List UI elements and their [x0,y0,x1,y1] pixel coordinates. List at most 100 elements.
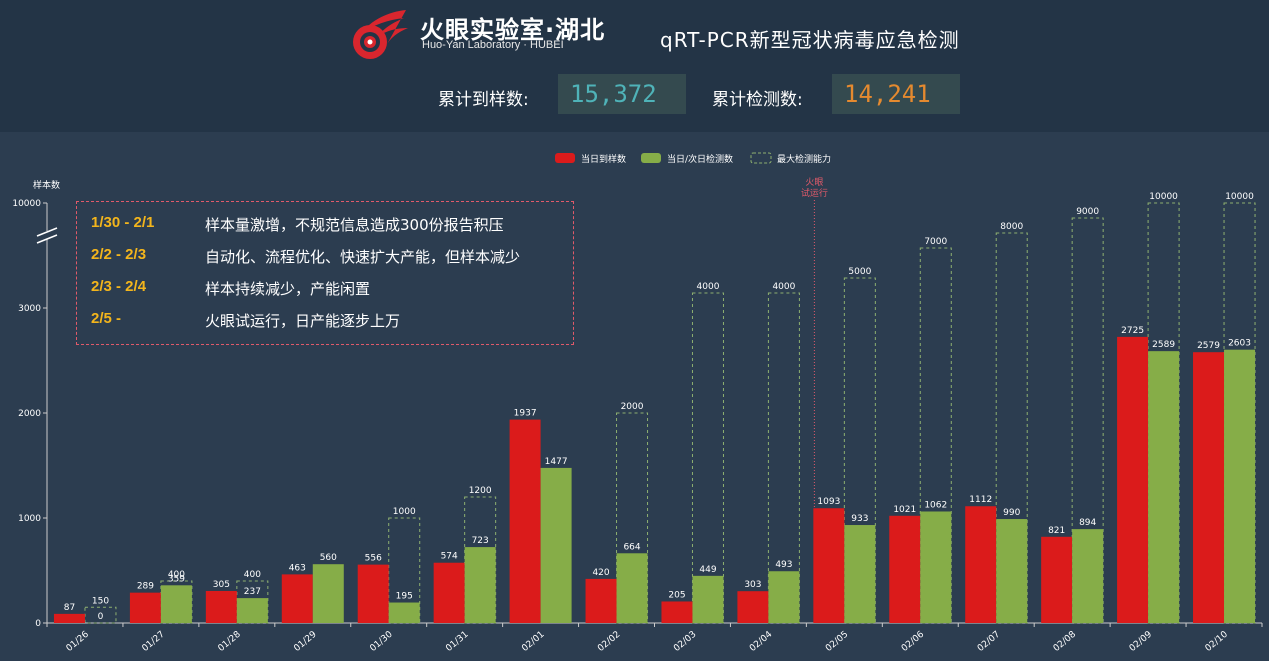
received-bar [205,590,237,623]
tested-value-label: 2589 [1152,340,1175,350]
received-value-label: 420 [592,568,609,578]
legend-swatch [555,153,575,163]
capacity-value-label: 1200 [469,486,492,496]
x-tick-label: 01/29 [292,629,319,654]
trial-run-marker-label: 火眼 [805,177,823,188]
received-bar [585,578,617,623]
tested-value-label: 195 [396,592,413,602]
tested-bar [1072,529,1104,623]
capacity-value-label: 8000 [1000,222,1023,232]
y-tick-label: 3000 [18,304,41,314]
x-tick-label: 01/28 [216,629,243,654]
tested-bar [996,519,1028,623]
capacity-value-label: 10000 [1149,192,1178,202]
tested-bar [1148,351,1180,623]
tested-bar [464,547,496,623]
tested-bar [236,598,268,623]
annotation-date: 2/2 - 2/3 [91,246,147,263]
x-tick-label: 02/09 [1128,629,1155,654]
x-tick-label: 02/06 [900,629,927,654]
tested-bar [312,564,344,623]
tested-bar [844,525,876,623]
legend-swatch [750,152,772,164]
x-tick-label: 02/03 [672,630,698,654]
received-value-label: 205 [668,590,685,600]
received-bar [1117,336,1149,623]
x-tick-label: 02/08 [1052,629,1079,654]
received-bar [889,515,921,623]
tested-value-label: 894 [1079,518,1096,528]
x-tick-label: 01/31 [444,630,470,654]
x-tick-label: 01/26 [65,629,92,654]
received-value-label: 463 [289,563,306,573]
x-tick-label: 01/27 [141,630,167,654]
annotation-date: 2/5 - [91,310,122,327]
tested-value-label: 2603 [1228,339,1251,349]
capacity-value-label: 400 [168,570,185,580]
header: 火眼实验室·湖北 Huo-Yan Laboratory · HUBEI qRT-… [0,0,1269,132]
received-value-label: 1937 [514,409,537,419]
trial-run-marker-label: 试运行 [801,187,828,199]
received-bar [433,562,465,623]
annotation-text: 样本持续减少，产能闲置 [205,280,371,298]
annotation-date: 1/30 - 2/1 [91,214,155,231]
received-bar [813,508,845,623]
tested-value-label: 359 [168,574,185,584]
capacity-value-label: 4000 [772,282,795,292]
x-tick-label: 02/05 [824,630,850,654]
received-bar [281,574,313,623]
received-bar [357,564,389,623]
axis-break-mark [36,227,58,237]
received-total-value: 15,372 [558,74,686,114]
x-tick-label: 02/10 [1204,629,1231,654]
capacity-value-label: 400 [244,570,261,580]
received-value-label: 1112 [969,495,992,505]
received-bar [53,613,85,623]
received-value-label: 87 [64,603,75,613]
received-value-label: 305 [213,580,230,590]
tested-value-label: 560 [320,553,337,563]
legend-item: 当日到样数 [555,153,626,165]
received-bar [1041,536,1073,623]
capacity-value-label: 2000 [621,402,644,412]
annotation-text: 样本量激增，不规范信息造成300份报告积压 [205,216,504,234]
received-bar [737,591,769,623]
tested-bar [920,511,952,623]
annotation-date: 2/3 - 2/4 [91,278,147,295]
received-value-label: 556 [365,554,382,564]
tested-bar [1224,349,1256,623]
tested-value-label: 493 [775,560,792,570]
received-value-label: 821 [1048,526,1065,536]
y-axis-title: 样本数 [33,179,60,191]
x-tick-label: 01/30 [368,629,395,654]
received-bar [661,601,693,623]
y-tick-label: 2000 [18,409,41,419]
tested-total-value: 14,241 [832,74,960,114]
received-value-label: 1021 [893,505,916,515]
axis-break-gap [37,231,57,239]
received-bar [965,506,997,623]
tested-value-label: 933 [851,514,868,524]
received-value-label: 574 [441,552,458,562]
capacity-bar-chart: 当日到样数 当日/次日检测数 最大检测能力 样本数 0 1000 2000 3000 1000… [12,152,1263,654]
capacity-value-label: 5000 [848,267,871,277]
tested-bar [540,467,572,623]
tested-bar [616,553,648,623]
capacity-value-label: 4000 [697,282,720,292]
annotation-text: 自动化、流程优化、快速扩大产能，但样本减少 [205,248,521,266]
tested-bar [388,602,420,623]
tested-value-label: 0 [98,612,104,622]
y-tick-label: 10000 [12,199,41,209]
y-tick-label: 1000 [18,514,41,524]
legend-label: 最大检测能力 [777,153,831,165]
tested-value-label: 1062 [924,500,947,510]
capacity-value-label: 7000 [924,237,947,247]
tested-value-label: 237 [244,587,261,597]
capacity-value-label: 1000 [393,507,416,517]
tested-value-label: 990 [1003,508,1020,518]
received-value-label: 1093 [817,497,840,507]
capacity-value-label: 10000 [1225,192,1254,202]
received-bar [129,592,161,623]
huo-yan-logo-icon [353,10,408,59]
capacity-value-label: 150 [92,596,109,606]
